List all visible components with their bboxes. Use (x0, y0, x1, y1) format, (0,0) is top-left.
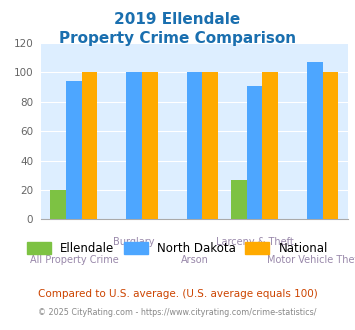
Text: Larceny & Theft: Larceny & Theft (216, 237, 294, 247)
Bar (126, 72, 142, 219)
Bar (307, 62, 323, 219)
Bar (82, 72, 97, 219)
Bar (142, 72, 158, 219)
Text: Compared to U.S. average. (U.S. average equals 100): Compared to U.S. average. (U.S. average … (38, 289, 317, 299)
Text: © 2025 CityRating.com - https://www.cityrating.com/crime-statistics/: © 2025 CityRating.com - https://www.city… (38, 309, 317, 317)
Bar (186, 72, 202, 219)
Bar (323, 72, 338, 219)
Text: Motor Vehicle Theft: Motor Vehicle Theft (267, 255, 355, 265)
Text: 2019 Ellendale: 2019 Ellendale (114, 12, 241, 26)
Bar (231, 180, 247, 219)
Text: Property Crime Comparison: Property Crime Comparison (59, 31, 296, 46)
Bar (262, 72, 278, 219)
Bar (50, 190, 66, 219)
Text: Arson: Arson (180, 255, 208, 265)
Bar (247, 85, 262, 219)
Legend: Ellendale, North Dakota, National: Ellendale, North Dakota, National (22, 237, 333, 260)
Text: All Property Crime: All Property Crime (29, 255, 118, 265)
Bar (66, 81, 82, 219)
Bar (202, 72, 218, 219)
Text: Burglary: Burglary (113, 237, 155, 247)
